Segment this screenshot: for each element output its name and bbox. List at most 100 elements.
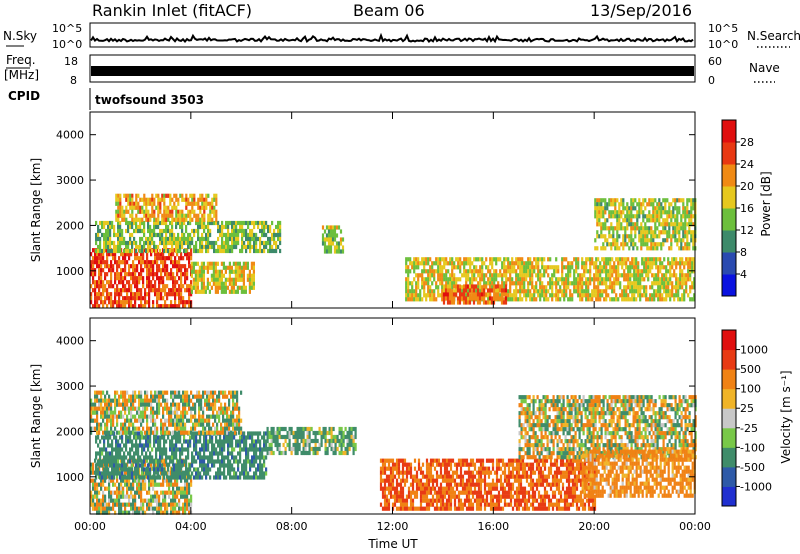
echo-cell xyxy=(585,257,588,262)
echo-cell xyxy=(101,447,104,452)
echo-cell xyxy=(178,304,181,309)
echo-cell xyxy=(539,281,542,286)
echo-cell xyxy=(137,228,140,234)
echo-cell xyxy=(126,414,129,419)
echo-cell xyxy=(594,246,597,251)
echo-cell xyxy=(629,265,632,270)
echo-cell xyxy=(407,285,410,290)
echo-cell xyxy=(655,293,658,298)
echo-cell xyxy=(168,304,171,309)
echo-cell xyxy=(674,218,677,223)
echo-cell xyxy=(156,296,159,301)
echo-cell xyxy=(612,226,615,231)
echo-cell xyxy=(108,406,111,411)
echo-cell xyxy=(163,213,166,218)
echo-cell xyxy=(665,297,668,302)
echo-cell xyxy=(571,261,574,266)
echo-cell xyxy=(197,201,200,206)
echo-cell xyxy=(138,390,141,395)
echo-cell xyxy=(166,482,169,487)
echo-cell xyxy=(109,471,112,476)
echo-cell xyxy=(130,398,133,403)
echo-cell xyxy=(146,422,149,427)
echo-cell xyxy=(543,285,546,290)
echo-cell xyxy=(181,193,184,198)
echo-cell xyxy=(114,276,117,281)
echo-cell xyxy=(630,226,633,231)
nsky-strip-frame xyxy=(89,22,696,48)
echo-cell xyxy=(658,218,661,223)
echo-cell xyxy=(445,257,448,262)
echo-cell xyxy=(255,236,258,242)
echo-cell xyxy=(227,455,230,460)
echo-cell xyxy=(180,478,183,483)
echo-cell xyxy=(645,285,648,290)
echo-cell xyxy=(164,260,167,265)
echo-cell xyxy=(683,273,686,278)
echo-cell xyxy=(504,284,508,289)
echo-cell xyxy=(176,304,179,309)
echo-cell xyxy=(123,443,126,448)
echo-cell xyxy=(142,506,145,511)
echo-cell xyxy=(213,205,216,210)
echo-cell xyxy=(146,272,149,277)
echo-cell xyxy=(145,213,148,218)
echo-cell xyxy=(162,490,165,495)
echo-cell xyxy=(621,289,624,294)
velocity-heatmap xyxy=(90,390,697,515)
echo-cell xyxy=(597,289,600,294)
echo-cell xyxy=(181,443,184,448)
echo-cell xyxy=(177,463,180,468)
echo-cell xyxy=(144,414,147,419)
echo-cell xyxy=(690,238,693,243)
echo-cell xyxy=(142,426,145,431)
echo-cell xyxy=(449,273,452,278)
echo-cell xyxy=(220,273,223,278)
echo-cell xyxy=(107,467,110,472)
echo-cell xyxy=(95,220,98,226)
echo-cell xyxy=(197,224,200,230)
echo-cell xyxy=(654,214,657,219)
echo-cell xyxy=(682,214,685,219)
echo-cell xyxy=(184,272,187,277)
echo-cell xyxy=(692,234,695,239)
echo-cell xyxy=(648,198,651,203)
echo-cell xyxy=(213,248,216,254)
echo-cell xyxy=(333,249,337,254)
echo-cell xyxy=(439,293,442,298)
echo-cell xyxy=(173,467,176,472)
echo-cell xyxy=(461,261,464,266)
echo-cell xyxy=(519,289,522,294)
echo-cell xyxy=(265,244,268,250)
echo-cell xyxy=(176,478,179,483)
echo-cell xyxy=(173,232,176,238)
echo-cell xyxy=(90,292,93,297)
echo-cell xyxy=(620,214,623,219)
echo-cell xyxy=(211,451,214,456)
echo-cell xyxy=(160,288,163,293)
echo-cell xyxy=(502,292,506,297)
echo-cell xyxy=(662,218,665,223)
echo-cell xyxy=(577,265,580,270)
echo-cell xyxy=(635,289,638,294)
echo-cell xyxy=(678,210,681,215)
echo-cell xyxy=(203,244,206,250)
echo-cell xyxy=(585,281,588,286)
echo-cell xyxy=(96,390,99,395)
echo-cell xyxy=(639,269,642,274)
echo-cell xyxy=(230,277,233,282)
echo-cell xyxy=(169,475,172,480)
echo-cell xyxy=(202,261,205,266)
echo-cell xyxy=(529,265,532,270)
echo-cell xyxy=(644,214,647,219)
echo-cell xyxy=(130,394,133,399)
echo-cell xyxy=(659,261,662,266)
echo-cell xyxy=(132,276,135,281)
echo-cell xyxy=(213,475,216,480)
echo-cell xyxy=(113,240,116,246)
echo-cell xyxy=(148,268,151,273)
echo-cell xyxy=(168,418,171,423)
echo-cell xyxy=(155,435,158,440)
echo-cell xyxy=(619,281,622,286)
echo-cell xyxy=(683,277,686,282)
